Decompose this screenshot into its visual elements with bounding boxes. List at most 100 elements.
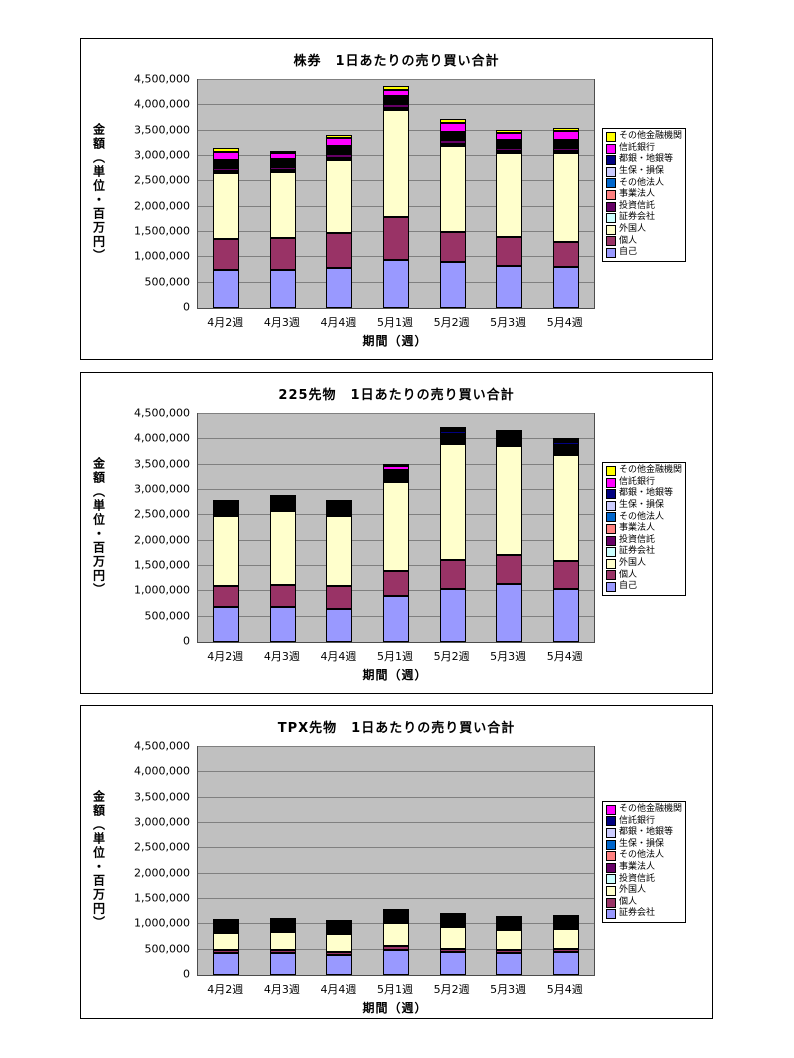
- bar-segment-個人: [213, 238, 240, 271]
- bar-segment-証券会社: [552, 452, 579, 455]
- bar-segment-都銀・地銀等: [552, 918, 579, 921]
- gridline: [198, 796, 594, 798]
- bar-segment-投資信託: [552, 148, 579, 152]
- legend-label: その他法人: [619, 511, 665, 522]
- legend-label: その他金融機関: [619, 465, 683, 476]
- bar-segment-事業法人: [496, 440, 523, 443]
- bar-slot: [537, 80, 594, 308]
- stacked-bar: [213, 414, 240, 642]
- bar-segment-個人: [552, 560, 579, 589]
- legend-label: 自己: [619, 581, 638, 592]
- bar-segment-事業法人: [213, 929, 240, 932]
- legend-item: 生保・損保: [606, 166, 682, 178]
- legend-swatch: [606, 547, 616, 558]
- bar-segment-事業法人: [383, 476, 410, 479]
- stacked-bar: [326, 747, 353, 975]
- bar-segment-その他金融機関: [213, 148, 240, 153]
- y-tick-label: 2,500,000: [134, 507, 190, 521]
- legend-item: 投資信託: [606, 874, 682, 886]
- bar-segment-外国人: [439, 443, 466, 561]
- bar-segment-その他金融機関: [269, 918, 296, 921]
- bar-segment-その他法人: [383, 474, 410, 477]
- bar-segment-事業法人: [439, 137, 466, 141]
- bar-segment-都銀・地銀等: [439, 131, 466, 134]
- bar-segment-その他法人: [496, 438, 523, 441]
- bar-segment-生保・損保: [496, 142, 523, 145]
- stacked-bar: [269, 80, 296, 308]
- legend-swatch: [606, 178, 616, 189]
- bar-segment-証券会社: [326, 514, 353, 517]
- bar-segment-信託銀行: [269, 153, 296, 160]
- bar-segment-その他金融機関: [496, 130, 523, 133]
- bar-segment-都銀・地銀等: [269, 499, 296, 502]
- bar-segment-都銀・地銀等: [496, 140, 523, 143]
- stacked-bar: [552, 747, 579, 975]
- bar-segment-個人: [439, 232, 466, 263]
- x-tick-label: 4月4週: [320, 983, 357, 996]
- bar-segment-生保・損保: [326, 926, 353, 929]
- bar-segment-その他法人: [269, 503, 296, 506]
- x-tick-label: 5月4週: [546, 650, 583, 663]
- chart-title: 225先物 1日あたりの売り買い合計: [278, 388, 515, 403]
- bar-segment-生保・損保: [383, 472, 410, 475]
- legend-swatch: [606, 143, 616, 154]
- legend-item: 事業法人: [606, 862, 682, 874]
- bar-segment-事業法人: [552, 448, 579, 451]
- bar-segment-都銀・地銀等: [269, 159, 296, 162]
- bar-slot: [255, 414, 312, 642]
- stacked-bar: [269, 747, 296, 975]
- legend-item: 自己: [606, 581, 682, 593]
- stacked-bar: [552, 80, 579, 308]
- legend-label: 投資信託: [619, 873, 656, 884]
- bar-segment-その他金融機関: [269, 150, 296, 154]
- bar-segment-信託銀行: [383, 910, 410, 913]
- legend-swatch: [606, 885, 616, 896]
- bar-segment-その他法人: [213, 163, 240, 166]
- bar-segment-信託銀行: [269, 920, 296, 923]
- legend-item: 外国人: [606, 224, 682, 236]
- bar-slot: [255, 747, 312, 975]
- y-tick-label: 2,000,000: [134, 199, 190, 213]
- bar-segment-個人: [269, 584, 296, 607]
- legend-swatch: [606, 166, 616, 177]
- legend-item: 投資信託: [606, 535, 682, 547]
- bar-segment-生保・損保: [269, 924, 296, 927]
- bar-slot: [481, 414, 538, 642]
- legend-label: その他金融機関: [619, 804, 683, 815]
- stacked-bar: [383, 747, 410, 975]
- legend-swatch: [606, 213, 616, 224]
- bar-segment-生保・損保: [269, 501, 296, 504]
- bar-segment-投資信託: [383, 478, 410, 481]
- bar-segment-都銀・地銀等: [496, 920, 523, 923]
- y-tick-label: 1,000,000: [134, 916, 190, 930]
- bar-slot: [537, 414, 594, 642]
- gridline: [198, 79, 594, 80]
- legend-swatch: [606, 466, 616, 477]
- bar-segment-証券会社: [269, 953, 296, 975]
- bar-segment-外国人: [439, 145, 466, 233]
- chart-frame-225-futures: 225先物 1日あたりの売り買い合計 金額（単位・百万円） 0 500,000 1,…: [80, 372, 713, 694]
- bar-segment-投資信託: [439, 140, 466, 144]
- legend-label: 証券会社: [619, 546, 656, 557]
- stacked-bar: [383, 80, 410, 308]
- legend-swatch: [606, 839, 616, 850]
- bar-segment-事業法人: [383, 918, 410, 921]
- y-tick-label: 0: [183, 634, 190, 648]
- legend-label: 事業法人: [619, 862, 656, 872]
- bar-segment-事業法人: [552, 924, 579, 927]
- stacked-bar: [326, 80, 353, 308]
- bar-segment-証券会社: [552, 151, 579, 154]
- legend-swatch: [606, 224, 616, 235]
- bar-slot: [198, 80, 255, 308]
- legend-label: 都銀・地銀等: [619, 827, 674, 838]
- y-tick-label: 4,500,000: [134, 739, 190, 753]
- bar-segment-その他法人: [552, 446, 579, 449]
- chart-body: 金額（単位・百万円） 0 500,000 1,000,000 1,500,000 2,0…: [81, 741, 712, 980]
- legend-label: 個人: [619, 896, 638, 907]
- bar-segment-事業法人: [383, 101, 410, 105]
- bar-segment-都銀・地銀等: [213, 923, 240, 926]
- chart-legend: その他金融機関 信託銀行 都銀・地銀等 生保・損保 その他法人 事業法人 投資信託 証券会社外…: [602, 128, 687, 262]
- legend-item: その他法人: [606, 512, 682, 524]
- bar-segment-証券会社: [213, 170, 240, 173]
- legend-label: 都銀・地銀等: [619, 488, 674, 499]
